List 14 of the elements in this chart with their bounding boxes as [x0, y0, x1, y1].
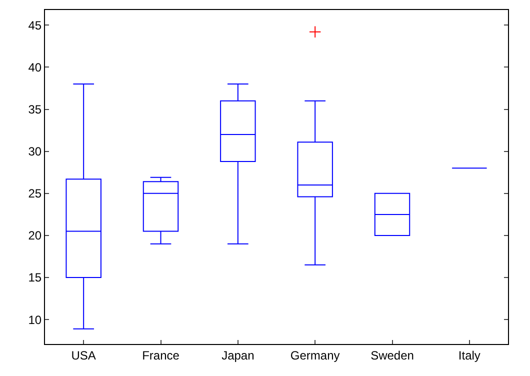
y-tick-label: 40: [28, 60, 42, 74]
y-tick-label: 30: [28, 144, 42, 159]
x-tick-label: USA: [71, 348, 96, 362]
y-tick-label: 10: [28, 312, 42, 327]
y-tick-label: 20: [28, 228, 42, 243]
x-tick-label: Sweden: [370, 348, 414, 362]
x-tick-label: Italy: [458, 348, 480, 362]
x-tick-label: Japan: [222, 348, 254, 362]
y-tick-label: 15: [28, 270, 42, 285]
x-tick-label: France: [142, 348, 180, 362]
x-tick-label: Germany: [290, 348, 340, 362]
y-tick-label: 35: [28, 102, 42, 116]
y-tick-label: 25: [28, 186, 42, 201]
y-tick-label: 45: [28, 18, 42, 32]
